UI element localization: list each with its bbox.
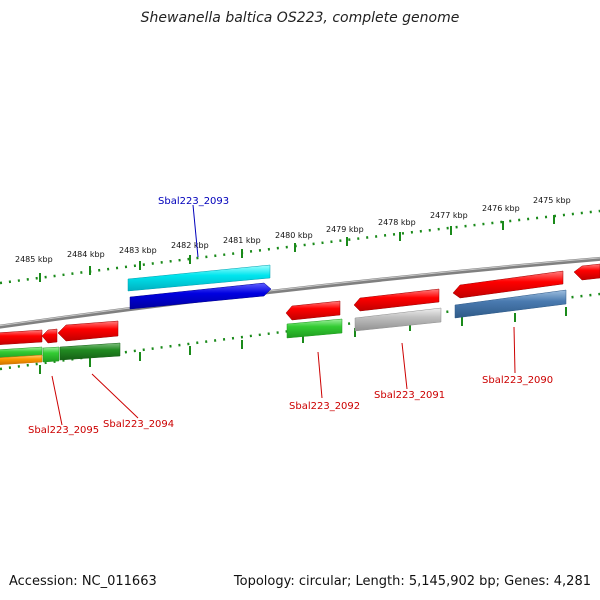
upper-scale <box>0 209 600 285</box>
gene-left-red-2[interactable] <box>41 328 58 344</box>
accession-text: Accession: NC_011663 <box>9 574 157 589</box>
genome-backbone <box>0 256 600 329</box>
gene-left-orange[interactable] <box>0 354 43 365</box>
gene-label-2091[interactable]: Sbal223_2091 <box>374 390 445 401</box>
gene-sbal223-2093-cyan[interactable] <box>127 264 271 292</box>
scale-label: 2484 kbp <box>67 250 105 259</box>
genome-title: Shewanella baltica OS223, complete genom… <box>140 10 460 26</box>
leader-line-2093 <box>192 204 199 258</box>
scale-label: 2481 kbp <box>223 236 261 245</box>
gene-label-2090[interactable]: Sbal223_2090 <box>482 375 553 386</box>
gene-sbal223-2090[interactable] <box>454 289 567 319</box>
scale-label: 2478 kbp <box>378 218 416 227</box>
gene-sbal223-2093[interactable] <box>129 282 272 310</box>
scale-label: 2482 kbp <box>171 241 209 250</box>
gene-sbal223-2090-red[interactable] <box>452 270 564 299</box>
gene-sbal223-2095[interactable] <box>42 346 60 363</box>
scale-label: 2477 kbp <box>430 211 468 220</box>
scale-label: 2483 kbp <box>119 246 157 255</box>
genome-backbone-highlight <box>0 257 600 327</box>
topology-text: Topology: circular; Length: 5,145,902 bp… <box>233 574 591 589</box>
gene-left-red-1[interactable] <box>0 329 43 345</box>
leader-line-2090 <box>513 326 516 374</box>
gene-sbal223-2092[interactable] <box>286 318 343 339</box>
gene-label-2093[interactable]: Sbal223_2093 <box>158 196 229 207</box>
leader-line-2095 <box>51 375 63 426</box>
scale-label: 2476 kbp <box>482 204 520 213</box>
scale-label: 2480 kbp <box>275 231 313 240</box>
gene-sbal223-2094[interactable] <box>59 342 121 361</box>
scale-label: 2485 kbp <box>15 255 53 264</box>
scale-label: 2475 kbp <box>533 196 571 205</box>
gene-sbal223-2091-red[interactable] <box>353 288 440 312</box>
scale-label: 2479 kbp <box>326 225 364 234</box>
leader-line-2091 <box>401 342 408 390</box>
gene-label-2095[interactable]: Sbal223_2095 <box>28 425 99 436</box>
leader-line-2094 <box>91 373 139 419</box>
gene-sbal223-2092-red[interactable] <box>285 300 341 321</box>
gene-label-2094[interactable]: Sbal223_2094 <box>103 419 174 430</box>
gene-right-red[interactable] <box>573 263 600 281</box>
gene-label-2092[interactable]: Sbal223_2092 <box>289 401 360 412</box>
gene-sbal223-2094-red[interactable] <box>57 320 119 342</box>
gene-sbal223-2091[interactable] <box>354 307 442 332</box>
leader-line-2092 <box>317 351 323 399</box>
